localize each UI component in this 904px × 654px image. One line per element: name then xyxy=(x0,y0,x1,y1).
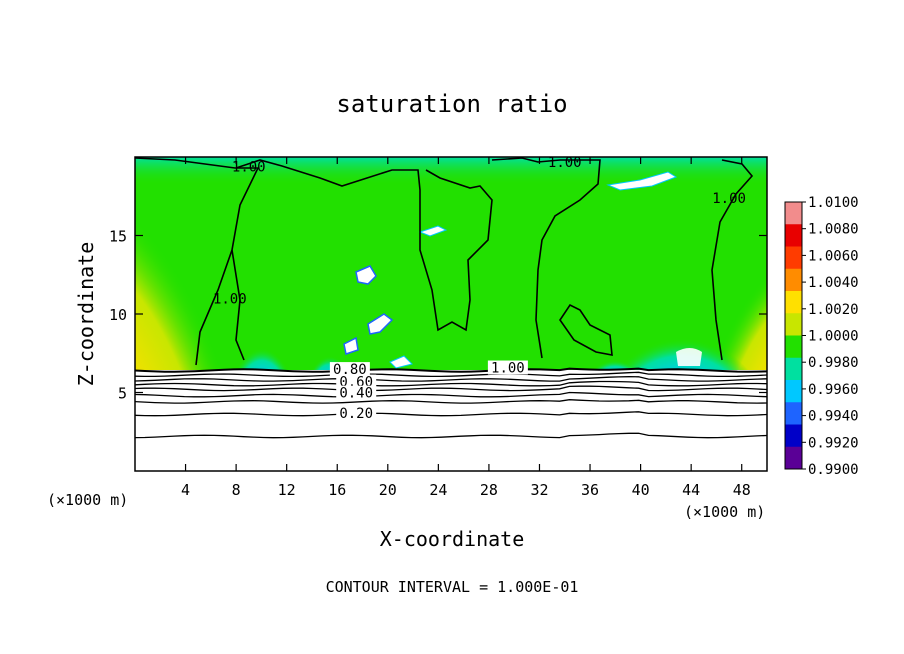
colorbar-swatch xyxy=(785,335,802,359)
contour-label: 1.00 xyxy=(232,160,266,176)
y-tick-label: 10 xyxy=(109,306,127,324)
saturation-field: 1.00 1.001.001.001.000.800.600.400.20 xyxy=(135,155,767,471)
colorbar-swatch xyxy=(785,424,802,448)
x-tick-label: 40 xyxy=(632,481,650,499)
white-patch xyxy=(355,265,377,285)
lower-contour-line xyxy=(135,380,767,387)
contour-label: 1.00 xyxy=(548,155,582,171)
contour-label-bg xyxy=(336,374,377,389)
colorbar-swatch xyxy=(785,202,802,225)
top-cyan-band xyxy=(135,157,767,185)
x-tick-label: 32 xyxy=(530,481,548,499)
colorbar-swatch xyxy=(785,357,802,381)
x-axis-ticks: 4 8 12 16 20 24 28 32 36 40 44 48 xyxy=(181,157,751,499)
lower-contour-line xyxy=(135,411,767,417)
x-tick-label: 20 xyxy=(379,481,397,499)
x-tick-label: 36 xyxy=(581,481,599,499)
y-tick-label: 5 xyxy=(118,385,127,403)
lower-contour-line xyxy=(135,399,767,404)
x-tick-label: 16 xyxy=(328,481,346,499)
colorbar-swatch xyxy=(785,246,802,270)
lower-contour-line xyxy=(135,385,767,392)
white-patch xyxy=(367,313,394,335)
contour-label-bg xyxy=(329,362,370,377)
colorbar-swatch xyxy=(785,402,802,425)
contour-label: 1.00 xyxy=(491,361,525,377)
x-tick-label: 28 xyxy=(480,481,498,499)
colorbar-label: 1.0020 xyxy=(808,302,859,318)
contour-label: 1.00 xyxy=(712,191,746,207)
lower-contour-line xyxy=(135,367,767,373)
y-tick-label: 15 xyxy=(109,228,127,246)
colorbar-label: 0.9980 xyxy=(808,355,859,371)
x-tick-label: 4 xyxy=(181,481,190,499)
contour-1.00 xyxy=(135,157,754,366)
colorbar-swatch xyxy=(785,313,802,336)
colorbar-label: 0.9940 xyxy=(808,409,859,425)
colorbar-swatch xyxy=(785,380,802,403)
white-patch xyxy=(343,336,359,355)
colorbar-label: 0.9900 xyxy=(808,462,859,478)
colorbar-label: 0.9960 xyxy=(808,382,859,398)
x-tick-label: 8 xyxy=(232,481,241,499)
contour-label: 1.00 xyxy=(213,291,247,307)
x-tick-label: 48 xyxy=(733,481,751,499)
colorbar-label: 1.0040 xyxy=(808,275,859,291)
lower-contour-line xyxy=(135,371,767,378)
contour-label-bg xyxy=(336,406,377,421)
x-unit-left: (×1000 m) xyxy=(47,491,128,509)
colorbar-swatch xyxy=(785,268,802,292)
colorbar-swatch xyxy=(785,446,802,470)
x-unit-right: (×1000 m) xyxy=(684,503,765,521)
contour-label-bg xyxy=(336,385,377,400)
unsaturated-lower-layer xyxy=(135,370,767,471)
colorbar-swatch xyxy=(785,291,802,314)
lower-contour-line xyxy=(135,376,767,382)
x-tick-label: 24 xyxy=(429,481,447,499)
contour-label-bg xyxy=(487,360,528,375)
colorbar-label: 1.0060 xyxy=(808,248,859,264)
colorbar: 1.0100 1.0080 1.0060 1.0040 1.0020 1.0000 0.99… xyxy=(784,195,859,478)
white-patch xyxy=(389,355,413,369)
colorbar-swatch xyxy=(785,224,802,247)
contour-label: 0.20 xyxy=(339,406,373,422)
y-axis-label: Z-coordinate xyxy=(74,242,98,387)
lower-contour-line xyxy=(135,391,767,398)
lower-contour-line xyxy=(135,432,767,439)
chart-title: saturation ratio xyxy=(336,90,567,118)
lower-contours xyxy=(135,367,767,439)
x-tick-label: 44 xyxy=(682,481,700,499)
colorbar-label: 1.0000 xyxy=(808,329,859,345)
colorbar-label: 0.9920 xyxy=(808,435,859,451)
white-patch xyxy=(676,348,702,366)
colorbar-label: 1.0080 xyxy=(808,222,859,238)
white-patch xyxy=(418,225,448,237)
y-axis-ticks: 5 10 15 xyxy=(109,228,767,403)
x-axis-label: X-coordinate xyxy=(380,527,525,551)
contour-labels: 1.00 1.001.001.001.000.800.600.400.20 xyxy=(213,155,746,422)
contour-interval-footer: CONTOUR INTERVAL = 1.000E-01 xyxy=(326,578,579,596)
x-tick-label: 12 xyxy=(278,481,296,499)
colorbar-label: 1.0100 xyxy=(808,195,859,211)
contour-label: 0.40 xyxy=(339,386,373,402)
white-patch xyxy=(606,171,678,191)
contour-label: 0.80 xyxy=(333,362,367,378)
